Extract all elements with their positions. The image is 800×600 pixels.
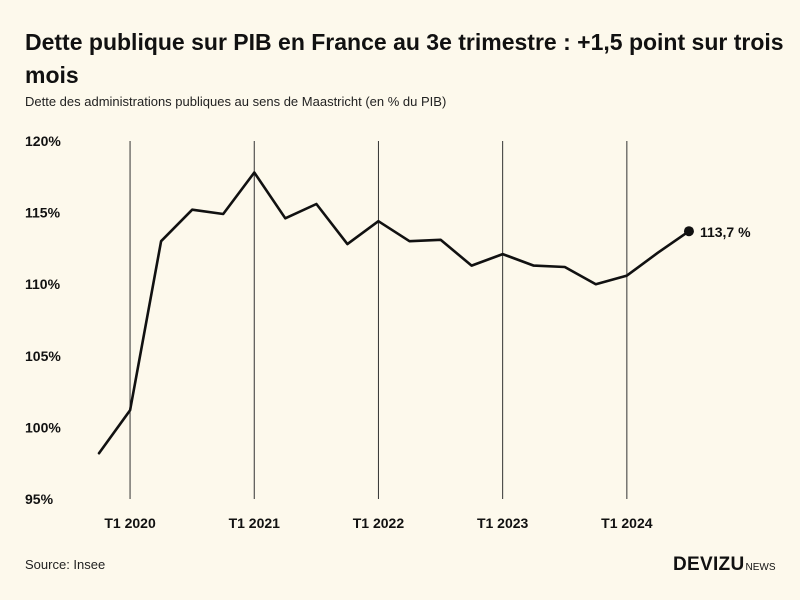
y-tick-label: 95% — [25, 491, 54, 507]
y-tick-label: 100% — [25, 419, 61, 435]
y-axis: 95% 100% 105% 110% 115% 120% — [25, 133, 61, 507]
gridlines — [129, 141, 628, 499]
y-tick-label: 105% — [25, 348, 61, 364]
x-tick-label: T1 2020 — [104, 515, 156, 531]
chart-subtitle: Dette des administrations publiques au s… — [25, 94, 447, 109]
y-tick-label: 115% — [25, 205, 61, 221]
x-tick-label: T1 2021 — [229, 515, 281, 531]
logo-main-text: DEVIZU — [673, 554, 745, 575]
source-note: Source: Insee — [25, 557, 106, 572]
x-tick-label: T1 2024 — [601, 515, 653, 531]
last-point-marker — [683, 226, 694, 237]
x-tick-label: T1 2023 — [477, 515, 529, 531]
last-value-label: 113,7 % — [700, 224, 751, 240]
debt-series-line — [97, 171, 691, 455]
x-tick-label: T1 2022 — [353, 515, 405, 531]
y-tick-label: 120% — [25, 133, 61, 149]
chart-title: Dette publique sur PIB en France au 3e t… — [25, 29, 784, 88]
x-axis: T1 2020 T1 2021 T1 2022 T1 2023 T1 2024 — [104, 515, 652, 531]
devizu-logo: DEVIZUNEWS — [673, 554, 775, 576]
y-tick-label: 110% — [25, 276, 61, 292]
logo-sub-text: NEWS — [745, 562, 776, 573]
